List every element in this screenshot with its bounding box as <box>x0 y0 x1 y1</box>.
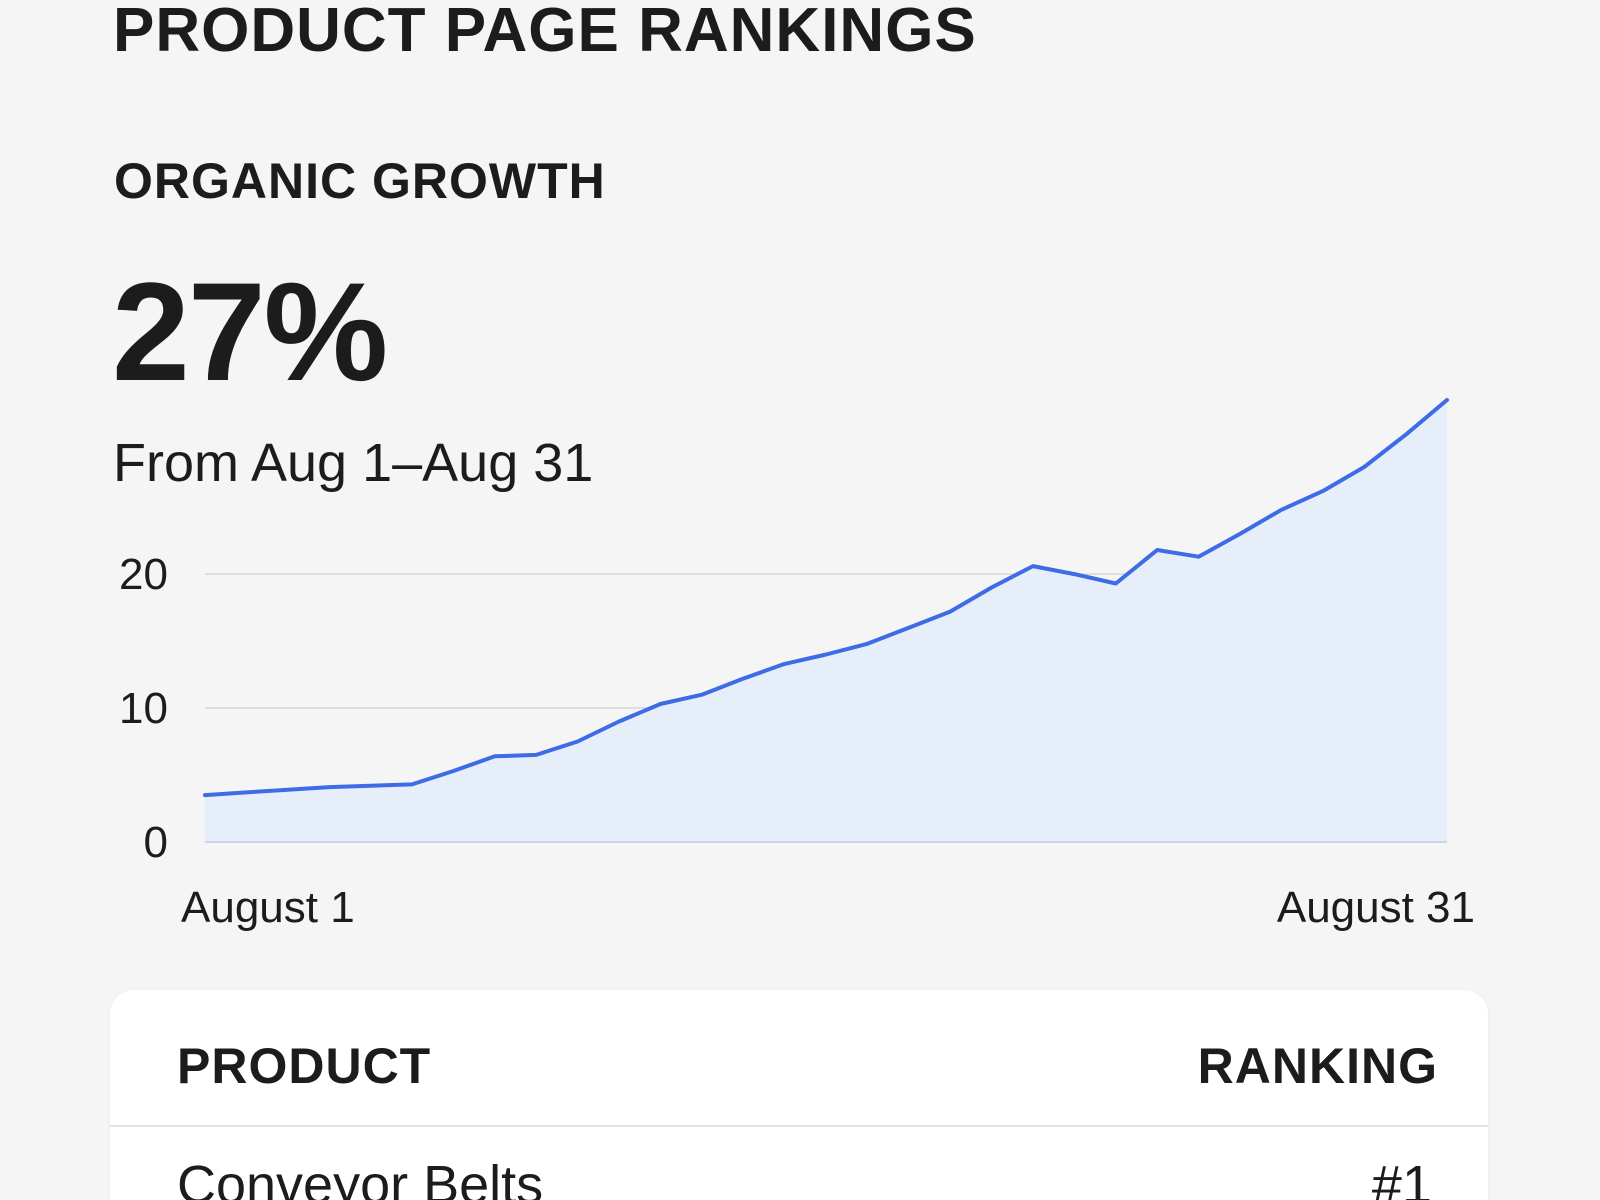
organic-growth-heading: ORGANIC GROWTH <box>114 153 606 209</box>
data-point <box>530 749 542 761</box>
data-point <box>489 750 501 762</box>
data-point <box>1275 504 1287 516</box>
data-point <box>986 582 998 594</box>
data-point <box>944 606 956 618</box>
y-tick-label: 10 <box>119 684 168 733</box>
rankings-table: PRODUCT RANKING Conveyor Belts #1 <box>110 990 1488 1200</box>
date-range: From Aug 1–Aug 31 <box>113 433 594 493</box>
data-point <box>1151 544 1163 556</box>
data-point <box>903 622 915 634</box>
data-point <box>1234 528 1246 540</box>
data-point <box>779 658 791 670</box>
data-point <box>861 638 873 650</box>
data-point <box>240 786 252 798</box>
data-point <box>1317 485 1329 497</box>
growth-area-fill <box>205 400 1447 842</box>
data-point <box>613 715 625 727</box>
column-header-ranking[interactable]: RANKING <box>1197 1038 1438 1094</box>
data-point <box>199 789 211 801</box>
data-point <box>282 784 294 796</box>
organic-growth-chart: 0 10 20 August 1 August 31 <box>119 394 1475 932</box>
data-point <box>654 698 666 710</box>
rankings-header: PRODUCT RANKING <box>110 990 1488 1127</box>
product-name: Conveyor Belts <box>177 1155 544 1200</box>
data-point <box>1441 394 1453 406</box>
data-point <box>737 673 749 685</box>
data-point <box>1068 568 1080 580</box>
data-point <box>1193 551 1205 563</box>
data-point <box>447 765 459 777</box>
column-header-product[interactable]: PRODUCT <box>177 1038 432 1094</box>
data-point <box>1358 461 1370 473</box>
growth-percentage: 27% <box>112 253 388 410</box>
x-tick-label: August 31 <box>1277 883 1475 932</box>
data-point <box>1400 429 1412 441</box>
growth-series-line <box>203 398 1449 798</box>
data-point <box>365 780 377 792</box>
data-point <box>696 689 708 701</box>
data-point <box>820 648 832 660</box>
page-title: PRODUCT PAGE RANKINGS <box>113 0 977 65</box>
data-point <box>323 781 335 793</box>
data-point <box>406 778 418 790</box>
product-rank: #1 <box>1371 1155 1432 1200</box>
x-axis-ticks: August 1 August 31 <box>181 883 1475 932</box>
x-tick-label: August 1 <box>181 883 355 932</box>
data-point <box>1110 577 1122 589</box>
y-tick-label: 20 <box>119 550 168 599</box>
data-point <box>572 736 584 748</box>
data-point <box>1027 560 1039 572</box>
y-axis-ticks: 0 10 20 <box>119 550 168 867</box>
y-tick-label: 0 <box>144 818 168 867</box>
